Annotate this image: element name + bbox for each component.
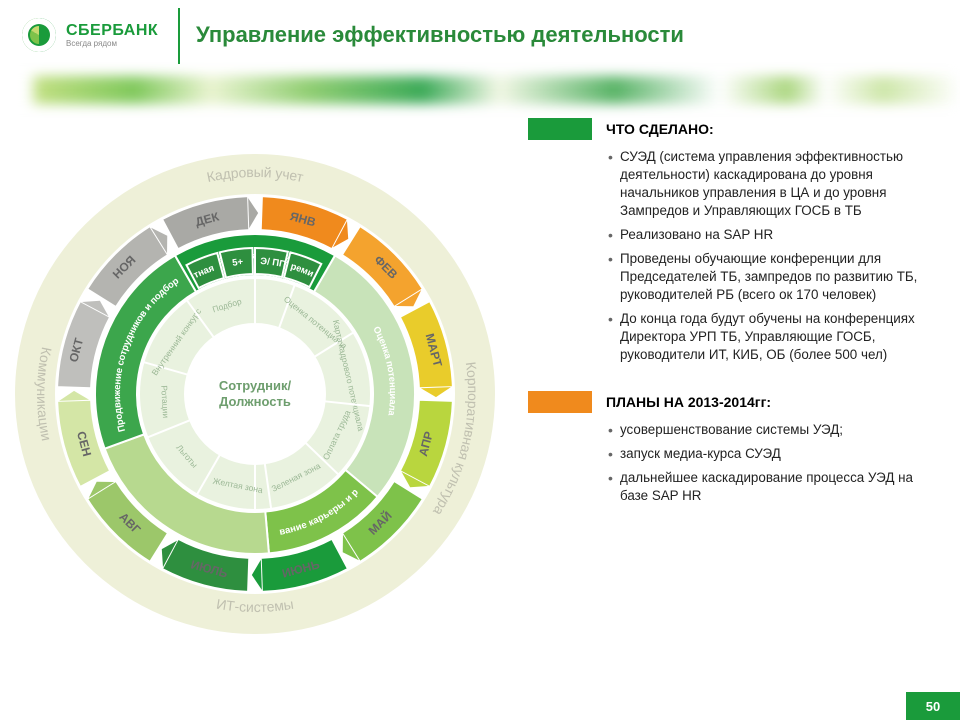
page-title: Управление эффективностью деятельности bbox=[196, 22, 684, 48]
svg-text:Сотрудник/: Сотрудник/ bbox=[219, 378, 292, 393]
done-item: До конца года будут обучены на конференц… bbox=[608, 310, 936, 364]
done-item: Проведены обучающие конференции для Пред… bbox=[608, 250, 936, 304]
done-marker bbox=[528, 118, 592, 140]
logo: СБЕРБАНК Всегда рядом bbox=[22, 18, 158, 52]
plans-marker bbox=[528, 391, 592, 413]
page-number: 50 bbox=[906, 692, 960, 720]
svg-text:5+: 5+ bbox=[232, 256, 245, 268]
done-list: СУЭД (система управления эффективностью … bbox=[608, 148, 936, 363]
right-column: ЧТО СДЕЛАНО: СУЭД (система управления эф… bbox=[528, 118, 936, 523]
done-heading: ЧТО СДЕЛАНО: bbox=[606, 120, 714, 139]
plans-item: усовершенствование системы УЭД; bbox=[608, 421, 936, 439]
plans-list: усовершенствование системы УЭД; запуск ме… bbox=[608, 421, 936, 505]
header-divider bbox=[178, 8, 180, 64]
slide: СБЕРБАНК Всегда рядом Управление эффекти… bbox=[0, 0, 960, 720]
svg-text:Должность: Должность bbox=[219, 394, 291, 409]
plans-heading: ПЛАНЫ НА 2013-2014гг: bbox=[606, 393, 771, 412]
header: СБЕРБАНК Всегда рядом Управление эффекти… bbox=[0, 0, 960, 72]
svg-text:Ротации: Ротации bbox=[159, 385, 171, 418]
done-heading-row: ЧТО СДЕЛАНО: bbox=[528, 118, 936, 140]
plans-item: запуск медиа-курса СУЭД bbox=[608, 445, 936, 463]
done-item: СУЭД (система управления эффективностью … bbox=[608, 148, 936, 220]
logo-icon bbox=[22, 18, 56, 52]
plans-heading-row: ПЛАНЫ НА 2013-2014гг: bbox=[528, 391, 936, 413]
plans-item: дальнейшее каскадирование процесса УЭД н… bbox=[608, 469, 936, 505]
circular-diagram: Кадровый учетКорпоративная культураИТ-си… bbox=[0, 104, 510, 664]
decorative-stripe bbox=[0, 76, 960, 104]
done-item: Реализовано на SAP HR bbox=[608, 226, 936, 244]
logo-name: СБЕРБАНК bbox=[66, 22, 158, 40]
logo-tagline: Всегда рядом bbox=[66, 40, 158, 48]
